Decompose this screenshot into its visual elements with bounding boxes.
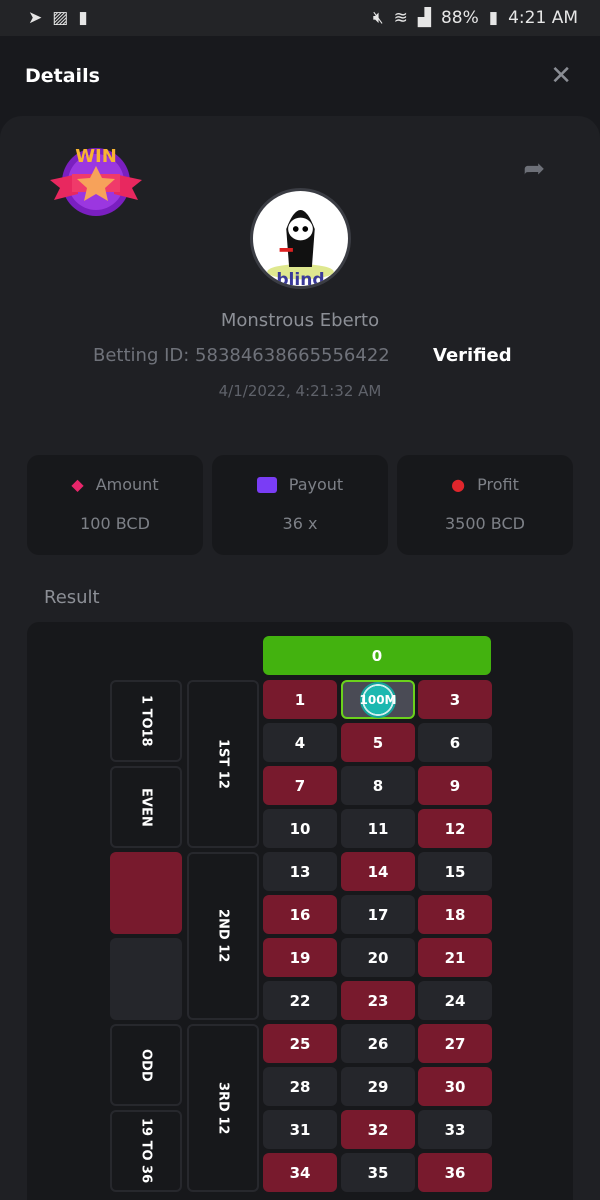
number-cell-20[interactable]: 20 xyxy=(341,938,415,977)
card-icon xyxy=(256,476,277,493)
stat-value: 36 x xyxy=(282,514,318,533)
bet-even[interactable]: EVEN xyxy=(110,766,182,848)
number-cell-25[interactable]: 25 xyxy=(263,1024,337,1063)
number-cell-22[interactable]: 22 xyxy=(263,981,337,1020)
status-bar: ➤ ▨ ▮ 🔇︎ ≋ ▟ 88% ▮ 4:21 AM xyxy=(0,0,600,36)
svg-text:blind: blind xyxy=(276,270,324,286)
stat-value: 3500 BCD xyxy=(445,514,525,533)
number-cell-8[interactable]: 8 xyxy=(341,766,415,805)
stat-label: Payout xyxy=(288,475,344,494)
signal-icon: ▟ xyxy=(417,8,431,28)
coins-icon: ◆ xyxy=(71,475,84,494)
number-cell-33[interactable]: 33 xyxy=(418,1110,492,1149)
bet-low[interactable]: 1 TO18 xyxy=(110,680,182,762)
mute-icon: 🔇︎ xyxy=(372,8,384,28)
number-cell-13[interactable]: 13 xyxy=(263,852,337,891)
number-cell-1[interactable]: 1 xyxy=(263,680,337,719)
bet-red[interactable] xyxy=(110,852,182,934)
number-cell-14[interactable]: 14 xyxy=(341,852,415,891)
bet-dozen-1[interactable]: 1ST 12 xyxy=(187,680,259,848)
bet-black[interactable] xyxy=(110,938,182,1020)
battery-icon: ▮ xyxy=(488,8,499,28)
bet-details-card: WIN ➦ blind Monstrous Eberto Betting ID:… xyxy=(0,116,600,1200)
wifi-icon: ≋ xyxy=(393,8,408,28)
stat-value: 100 BCD xyxy=(80,514,150,533)
number-cell-5[interactable]: 5 xyxy=(341,723,415,762)
number-cell-11[interactable]: 11 xyxy=(341,809,415,848)
stat-label: Profit xyxy=(477,475,519,494)
win-badge-icon: WIN xyxy=(50,146,142,216)
header: Details ✕ xyxy=(0,36,600,116)
stats-row: ◆ Amount 100 BCD Payout 36 x ● Profit 3500… xyxy=(27,455,573,555)
number-cell-17[interactable]: 17 xyxy=(341,895,415,934)
number-cell-28[interactable]: 28 xyxy=(263,1067,337,1106)
number-cell-23[interactable]: 23 xyxy=(341,981,415,1020)
number-cell-21[interactable]: 21 xyxy=(418,938,492,977)
telegram-icon: ➤ xyxy=(28,8,43,28)
bet-chip: 100M xyxy=(360,681,397,718)
result-label: Result xyxy=(44,587,100,608)
battery-saver-icon: ▮ xyxy=(78,8,88,28)
number-cell-30[interactable]: 30 xyxy=(418,1067,492,1106)
number-cell-12[interactable]: 12 xyxy=(418,809,492,848)
number-cell-9[interactable]: 9 xyxy=(418,766,492,805)
number-cell-36[interactable]: 36 xyxy=(418,1153,492,1192)
number-cell-32[interactable]: 32 xyxy=(341,1110,415,1149)
number-cell-10[interactable]: 10 xyxy=(263,809,337,848)
bet-dozen-2[interactable]: 2ND 12 xyxy=(187,852,259,1020)
share-icon[interactable]: ➦ xyxy=(523,154,545,184)
stat-amount: ◆ Amount 100 BCD xyxy=(27,455,203,555)
number-cell-6[interactable]: 6 xyxy=(418,723,492,762)
battery-percent: 88% xyxy=(440,8,479,28)
number-cell-4[interactable]: 4 xyxy=(263,723,337,762)
stat-profit: ● Profit 3500 BCD xyxy=(397,455,573,555)
hand-coin-icon: ● xyxy=(451,475,466,494)
verified-label[interactable]: Verified xyxy=(433,345,512,366)
number-cell-24[interactable]: 24 xyxy=(418,981,492,1020)
number-cell-34[interactable]: 34 xyxy=(263,1153,337,1192)
close-icon[interactable]: ✕ xyxy=(550,61,572,91)
win-badge-text: WIN xyxy=(75,146,117,167)
number-cell-3[interactable]: 3 xyxy=(418,680,492,719)
bet-odd[interactable]: ODD xyxy=(110,1024,182,1106)
bet-date: 4/1/2022, 4:21:32 AM xyxy=(218,382,382,400)
bet-high[interactable]: 19 TO 36 xyxy=(110,1110,182,1192)
number-cell-15[interactable]: 15 xyxy=(418,852,492,891)
number-cell-16[interactable]: 16 xyxy=(263,895,337,934)
gallery-icon: ▨ xyxy=(52,8,69,28)
stat-payout: Payout 36 x xyxy=(212,455,388,555)
clock: 4:21 AM xyxy=(508,8,578,28)
number-cell-31[interactable]: 31 xyxy=(263,1110,337,1149)
number-cell-7[interactable]: 7 xyxy=(263,766,337,805)
roulette-board: 0 1 TO18 EVEN ODD 19 TO 36 1ST 12 2ND 12… xyxy=(27,622,573,1200)
betting-id: Betting ID: 58384638665556422 xyxy=(93,345,390,366)
number-cell-35[interactable]: 35 xyxy=(341,1153,415,1192)
page-title: Details xyxy=(25,65,100,87)
number-cell-26[interactable]: 26 xyxy=(341,1024,415,1063)
number-cell-2[interactable]: 100M xyxy=(341,680,415,719)
number-cell-18[interactable]: 18 xyxy=(418,895,492,934)
stat-label: Amount xyxy=(95,475,159,494)
number-cell-29[interactable]: 29 xyxy=(341,1067,415,1106)
avatar: blind xyxy=(250,188,351,289)
bet-dozen-3[interactable]: 3RD 12 xyxy=(187,1024,259,1192)
number-cell-19[interactable]: 19 xyxy=(263,938,337,977)
player-name: Monstrous Eberto xyxy=(220,310,380,331)
number-cell-0[interactable]: 0 xyxy=(263,636,491,675)
number-cell-27[interactable]: 27 xyxy=(418,1024,492,1063)
